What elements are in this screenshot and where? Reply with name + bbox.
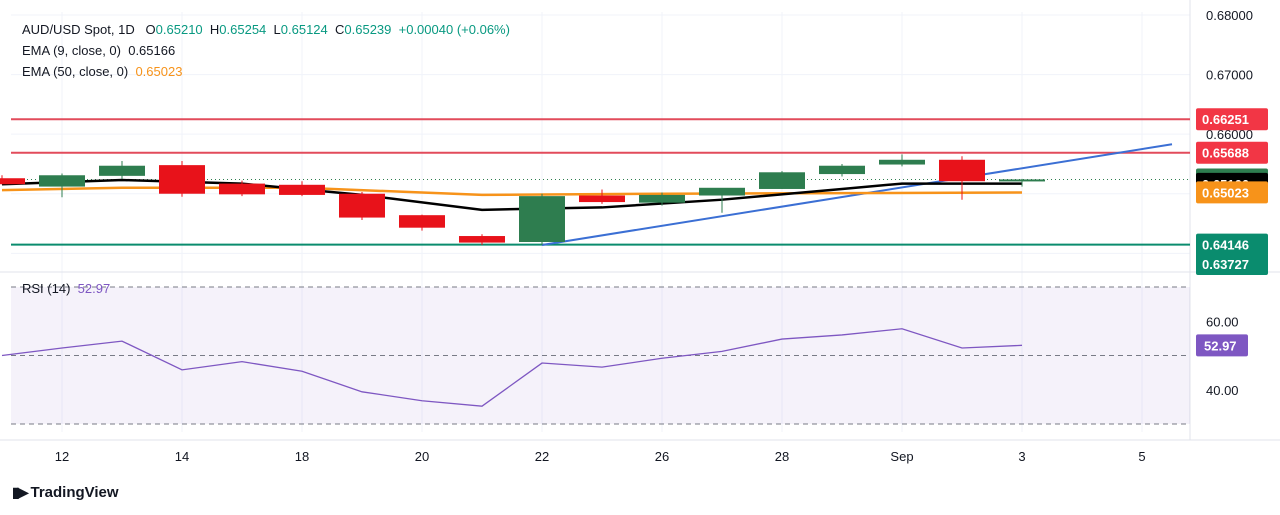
candle-body — [939, 159, 985, 182]
candle-body — [459, 236, 505, 243]
high-value: 0.65254 — [219, 22, 267, 37]
candle-body — [279, 184, 325, 195]
candle-body — [99, 165, 145, 176]
candle-body — [639, 194, 685, 203]
rsi-legend: RSI (14) 52.97 — [22, 279, 110, 299]
candle-body — [879, 159, 925, 165]
ema9-legend: EMA (9, close, 0) 0.65166 — [22, 41, 175, 61]
candle-body — [519, 196, 565, 242]
time-axis-label: 14 — [175, 449, 189, 464]
time-axis-label: 20 — [415, 449, 429, 464]
price-tag — [1196, 233, 1268, 256]
ema9-value: 0.65166 — [128, 43, 176, 58]
price-tag-label: 0.66251 — [1202, 112, 1249, 127]
symbol-legend: AUD/USD Spot, 1D O0.65210 H0.65254 L0.65… — [22, 20, 510, 40]
price-axis-label: 0.66000 — [1206, 127, 1253, 142]
candle-body — [819, 165, 865, 175]
candle-body — [159, 165, 205, 194]
price-axis-label: 0.67000 — [1206, 68, 1253, 83]
time-axis-label: 18 — [295, 449, 309, 464]
price-tag — [1196, 141, 1268, 164]
trendline — [541, 143, 1173, 246]
time-axis-label: Sep — [890, 449, 913, 464]
close-value: 0.65239 — [344, 22, 392, 37]
price-tag — [1196, 253, 1268, 275]
time-axis-label: 22 — [535, 449, 549, 464]
ema50-line — [1, 186, 1023, 197]
brand-name: TradingView — [30, 484, 119, 501]
rsi-value-tag-label: 52.97 — [1204, 338, 1237, 353]
open-label: O — [145, 22, 156, 37]
candle-body — [39, 175, 85, 187]
rsi-value-tag — [1196, 334, 1248, 357]
time-axis-label: 26 — [655, 449, 669, 464]
price-tag-label: 0.64146 — [1202, 238, 1249, 253]
candle-body — [699, 187, 745, 196]
candle-body — [999, 179, 1045, 182]
high-label: H — [209, 22, 220, 37]
rsi-line — [1, 328, 1023, 407]
price-tag — [1196, 108, 1268, 131]
candle-body — [219, 183, 265, 195]
price-tag-label: 0.65023 — [1202, 185, 1249, 200]
low-value: 0.65124 — [280, 22, 328, 37]
close-label: C — [335, 22, 345, 37]
symbol-title: AUD/USD Spot, 1D — [22, 22, 135, 37]
time-axis-label: 3 — [1018, 449, 1025, 464]
ema50-value: 0.65023 — [135, 64, 183, 79]
candle-body — [0, 178, 25, 185]
open-value: 0.65210 — [155, 22, 203, 37]
rsi-value: 52.97 — [77, 281, 111, 296]
ema50-legend: EMA (50, close, 0) 0.65023 — [22, 62, 182, 82]
low-label: L — [273, 22, 281, 37]
rsi-axis-label: 40.00 — [1206, 383, 1239, 398]
rsi-label: RSI (14) — [22, 281, 71, 296]
change-value: +0.00040 (+0.06%) — [398, 22, 510, 37]
candle-body — [339, 193, 385, 218]
price-axis-label: 0.68000 — [1206, 8, 1253, 23]
ema50-label: EMA (50, close, 0) — [22, 64, 129, 79]
rsi-axis-label: 60.00 — [1206, 314, 1239, 329]
candle-body — [399, 215, 445, 228]
price-tag-label: 0.65688 — [1202, 146, 1249, 161]
time-axis-label: 5 — [1138, 449, 1145, 464]
ema9-label: EMA (9, close, 0) — [22, 43, 121, 58]
time-axis-label: 12 — [55, 449, 69, 464]
candle-body — [759, 172, 805, 189]
time-axis-label: 28 — [775, 449, 789, 464]
tradingview-logo-icon: ▮▶ — [12, 484, 29, 500]
tradingview-brand[interactable]: ▮▶ TradingView — [12, 484, 119, 501]
price-tag-label: 0.63727 — [1202, 257, 1249, 272]
price-tag — [1196, 181, 1268, 204]
candle-body — [579, 195, 625, 203]
